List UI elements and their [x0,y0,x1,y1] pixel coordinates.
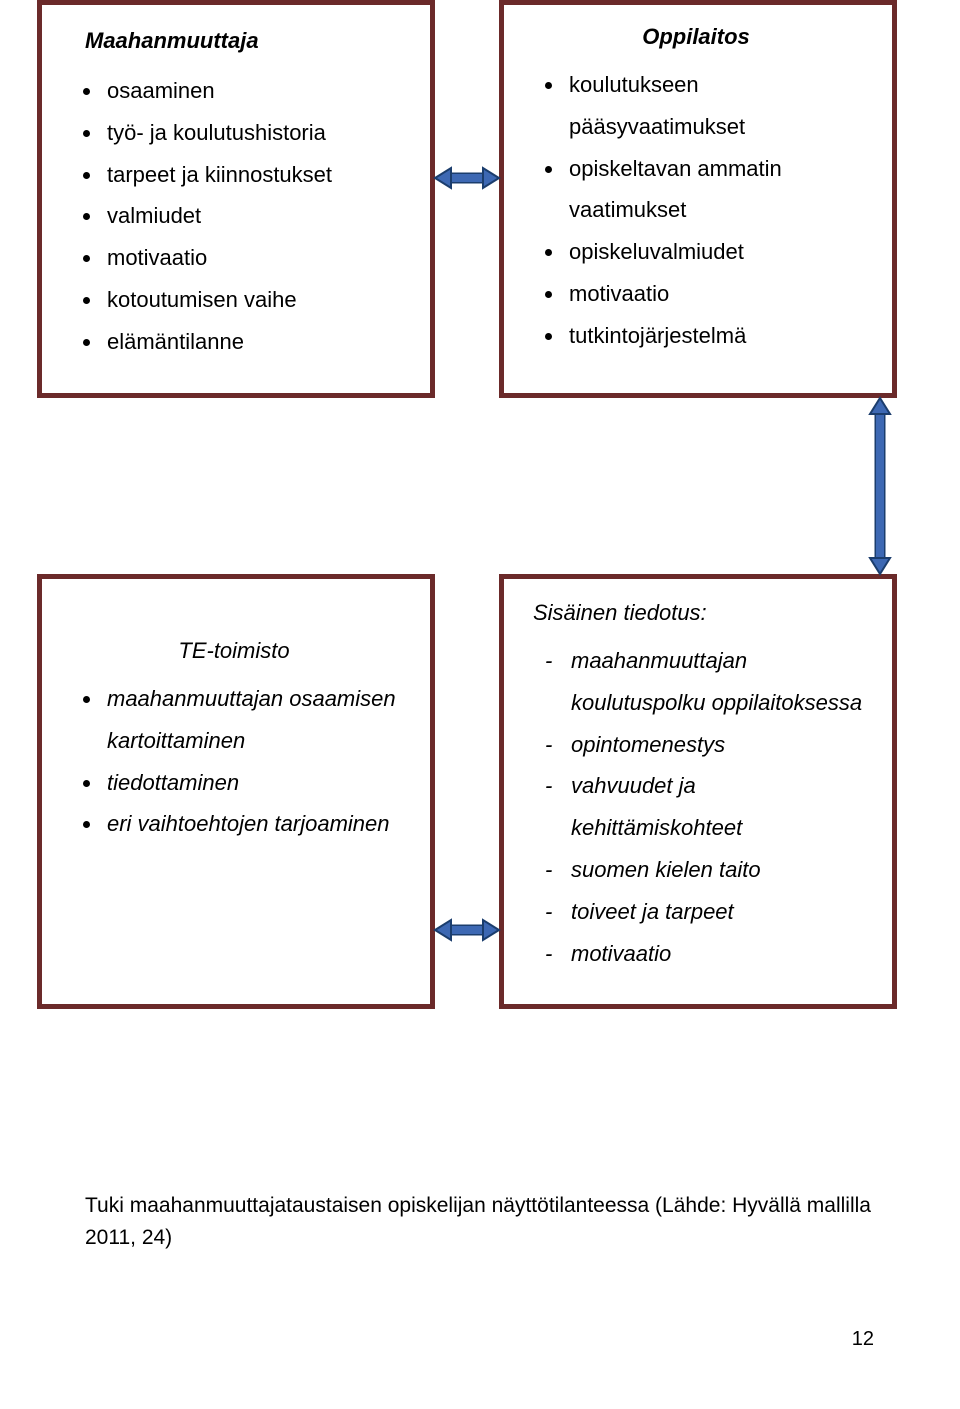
box1-title: Maahanmuuttaja [85,28,411,54]
box3-title: TE-toimisto [57,638,411,664]
list-item: valmiudet [103,195,411,237]
list-item: toiveet ja tarpeet [545,891,873,933]
list-item: tutkintojärjestelmä [565,315,873,357]
list-item: osaaminen [103,70,411,112]
list-item: opiskeltavan ammatin vaatimukset [565,148,873,232]
box1-list: osaaminentyö- ja koulutushistoriatarpeet… [57,70,411,363]
figure-caption: Tuki maahanmuuttajataustaisen opiskelija… [85,1190,905,1253]
box3-list: maahanmuuttajan osaamisen kartoittaminen… [57,678,411,845]
list-item: tarpeet ja kiinnostukset [103,154,411,196]
box4-list: maahanmuuttajan koulutuspolku oppilaitok… [519,640,873,974]
list-item: elämäntilanne [103,321,411,363]
box-oppilaitos: Oppilaitos koulutukseen pääsyvaatimukset… [499,0,897,398]
page-number: 12 [852,1328,874,1351]
box2-title: Oppilaitos [519,24,873,50]
list-item: motivaatio [545,933,873,975]
list-item: työ- ja koulutushistoria [103,112,411,154]
list-item: eri vaihtoehtojen tarjoaminen [103,803,411,845]
box-te-toimisto: TE-toimisto maahanmuuttajan osaamisen ka… [37,574,435,1009]
box2-list: koulutukseen pääsyvaatimuksetopiskeltava… [519,64,873,357]
list-item: vahvuudet ja kehittämiskohteet [545,765,873,849]
list-item: motivaatio [565,273,873,315]
list-item: opiskeluvalmiudet [565,231,873,273]
box-sisainen-tiedotus: Sisäinen tiedotus: maahanmuuttajan koulu… [499,574,897,1009]
box4-head: Sisäinen tiedotus: [533,600,873,626]
list-item: koulutukseen pääsyvaatimukset [565,64,873,148]
caption-line1: Tuki maahanmuuttajataustaisen opiskelija… [85,1194,871,1217]
list-item: kotoutumisen vaihe [103,279,411,321]
box-maahanmuuttaja: Maahanmuuttaja osaaminentyö- ja koulutus… [37,0,435,398]
list-item: maahanmuuttajan koulutuspolku oppilaitok… [545,640,873,724]
list-item: maahanmuuttajan osaamisen kartoittaminen [103,678,411,762]
list-item: motivaatio [103,237,411,279]
list-item: opintomenestys [545,724,873,766]
list-item: suomen kielen taito [545,849,873,891]
caption-line2: 2011, 24) [85,1226,172,1249]
list-item: tiedottaminen [103,762,411,804]
